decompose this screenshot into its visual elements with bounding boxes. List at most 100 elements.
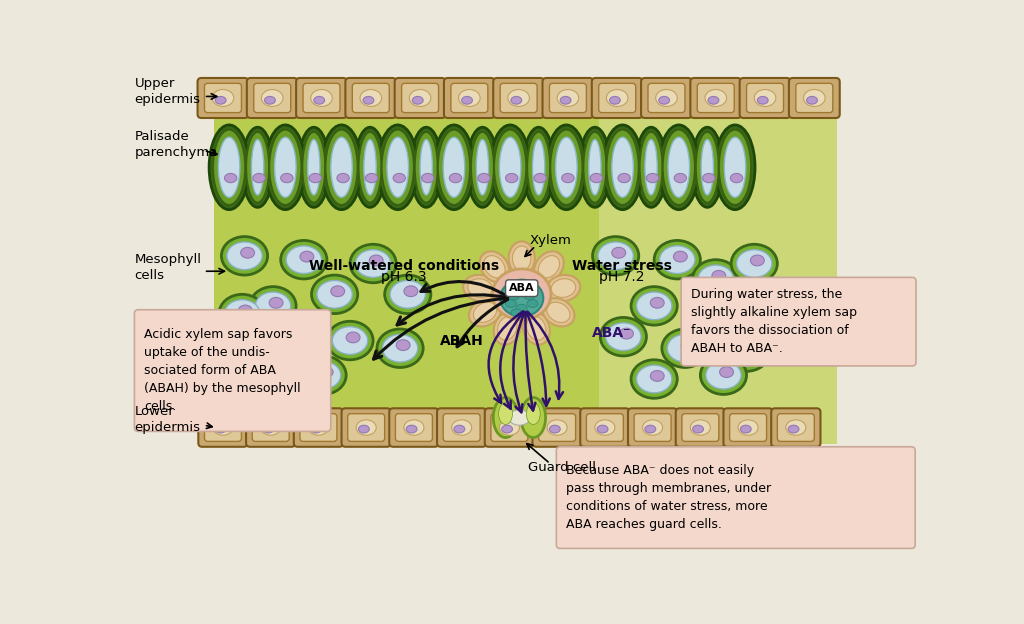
FancyBboxPatch shape xyxy=(676,408,725,447)
Ellipse shape xyxy=(326,130,357,205)
Ellipse shape xyxy=(263,425,273,433)
Ellipse shape xyxy=(479,251,509,282)
FancyBboxPatch shape xyxy=(205,414,242,441)
Ellipse shape xyxy=(658,125,698,210)
Ellipse shape xyxy=(611,137,634,197)
Ellipse shape xyxy=(692,127,723,207)
Ellipse shape xyxy=(494,311,521,344)
Ellipse shape xyxy=(595,420,614,436)
Ellipse shape xyxy=(511,97,521,104)
Ellipse shape xyxy=(527,300,538,308)
Ellipse shape xyxy=(420,140,432,195)
Ellipse shape xyxy=(720,367,733,378)
FancyBboxPatch shape xyxy=(788,78,840,118)
FancyBboxPatch shape xyxy=(348,414,385,441)
Ellipse shape xyxy=(527,132,550,203)
Ellipse shape xyxy=(476,140,488,195)
FancyBboxPatch shape xyxy=(252,414,289,441)
Ellipse shape xyxy=(286,246,322,273)
Ellipse shape xyxy=(705,89,727,107)
Ellipse shape xyxy=(804,89,825,107)
Text: Because ABA⁻ does not easily
pass through membranes, under
conditions of water s: Because ABA⁻ does not easily pass throug… xyxy=(566,464,771,531)
Text: pH 7.2: pH 7.2 xyxy=(599,270,644,285)
Ellipse shape xyxy=(708,97,719,104)
FancyBboxPatch shape xyxy=(199,408,248,447)
Ellipse shape xyxy=(698,303,733,331)
FancyBboxPatch shape xyxy=(437,408,486,447)
Ellipse shape xyxy=(692,298,739,337)
Ellipse shape xyxy=(302,132,326,203)
Ellipse shape xyxy=(267,334,302,362)
Ellipse shape xyxy=(597,425,608,433)
Ellipse shape xyxy=(509,241,535,275)
Ellipse shape xyxy=(224,300,260,328)
Text: Acidic xylem sap favors
uptake of the undis-
sociated form of ABA
(ABAH) by the : Acidic xylem sap favors uptake of the un… xyxy=(144,328,301,413)
FancyBboxPatch shape xyxy=(634,414,671,441)
Text: During water stress, the
slightly alkaline xylem sap
favors the dissociation of
: During water stress, the slightly alkali… xyxy=(691,288,857,355)
Ellipse shape xyxy=(333,327,368,354)
FancyBboxPatch shape xyxy=(254,84,291,112)
FancyBboxPatch shape xyxy=(697,84,734,112)
Ellipse shape xyxy=(452,420,472,436)
FancyBboxPatch shape xyxy=(746,84,783,112)
Ellipse shape xyxy=(243,127,273,207)
FancyBboxPatch shape xyxy=(451,84,487,112)
Ellipse shape xyxy=(226,242,262,270)
Ellipse shape xyxy=(760,296,795,324)
Ellipse shape xyxy=(241,247,255,258)
FancyBboxPatch shape xyxy=(599,84,636,112)
Ellipse shape xyxy=(650,298,665,308)
Ellipse shape xyxy=(600,318,646,356)
Ellipse shape xyxy=(355,250,391,278)
Ellipse shape xyxy=(606,130,639,205)
Ellipse shape xyxy=(502,425,512,433)
Text: Xylem: Xylem xyxy=(529,234,571,247)
Ellipse shape xyxy=(631,360,677,398)
Text: ABAH: ABAH xyxy=(439,334,483,348)
Ellipse shape xyxy=(396,339,410,351)
Ellipse shape xyxy=(322,125,361,210)
FancyBboxPatch shape xyxy=(484,408,535,447)
Ellipse shape xyxy=(580,127,610,207)
Ellipse shape xyxy=(281,173,293,183)
Text: Guard cell: Guard cell xyxy=(527,461,596,474)
FancyBboxPatch shape xyxy=(247,78,298,118)
Ellipse shape xyxy=(219,295,265,333)
Ellipse shape xyxy=(557,89,579,107)
Ellipse shape xyxy=(701,140,714,195)
Ellipse shape xyxy=(252,140,264,195)
FancyBboxPatch shape xyxy=(345,78,396,118)
FancyBboxPatch shape xyxy=(681,278,915,366)
Ellipse shape xyxy=(213,130,246,205)
Text: ABA: ABA xyxy=(509,283,535,293)
Ellipse shape xyxy=(724,137,745,197)
Ellipse shape xyxy=(598,242,634,270)
Ellipse shape xyxy=(390,280,425,308)
Ellipse shape xyxy=(411,127,441,207)
Ellipse shape xyxy=(224,173,237,183)
FancyBboxPatch shape xyxy=(587,414,624,441)
Text: Lower
epidermis: Lower epidermis xyxy=(134,406,201,434)
FancyBboxPatch shape xyxy=(628,408,677,447)
Ellipse shape xyxy=(643,420,663,436)
Ellipse shape xyxy=(454,425,465,433)
Ellipse shape xyxy=(500,137,521,197)
Ellipse shape xyxy=(221,236,267,275)
FancyBboxPatch shape xyxy=(394,78,445,118)
Ellipse shape xyxy=(730,173,742,183)
Ellipse shape xyxy=(264,97,275,104)
Ellipse shape xyxy=(516,285,527,292)
FancyBboxPatch shape xyxy=(389,408,438,447)
FancyBboxPatch shape xyxy=(539,414,575,441)
FancyBboxPatch shape xyxy=(581,408,630,447)
Ellipse shape xyxy=(550,425,560,433)
Ellipse shape xyxy=(261,329,307,368)
Ellipse shape xyxy=(658,97,670,104)
Bar xyxy=(599,79,838,444)
Ellipse shape xyxy=(246,367,260,378)
Ellipse shape xyxy=(387,137,409,197)
Text: pH 6.3: pH 6.3 xyxy=(381,270,427,285)
Ellipse shape xyxy=(265,125,305,210)
Ellipse shape xyxy=(729,338,764,366)
Ellipse shape xyxy=(410,89,431,107)
